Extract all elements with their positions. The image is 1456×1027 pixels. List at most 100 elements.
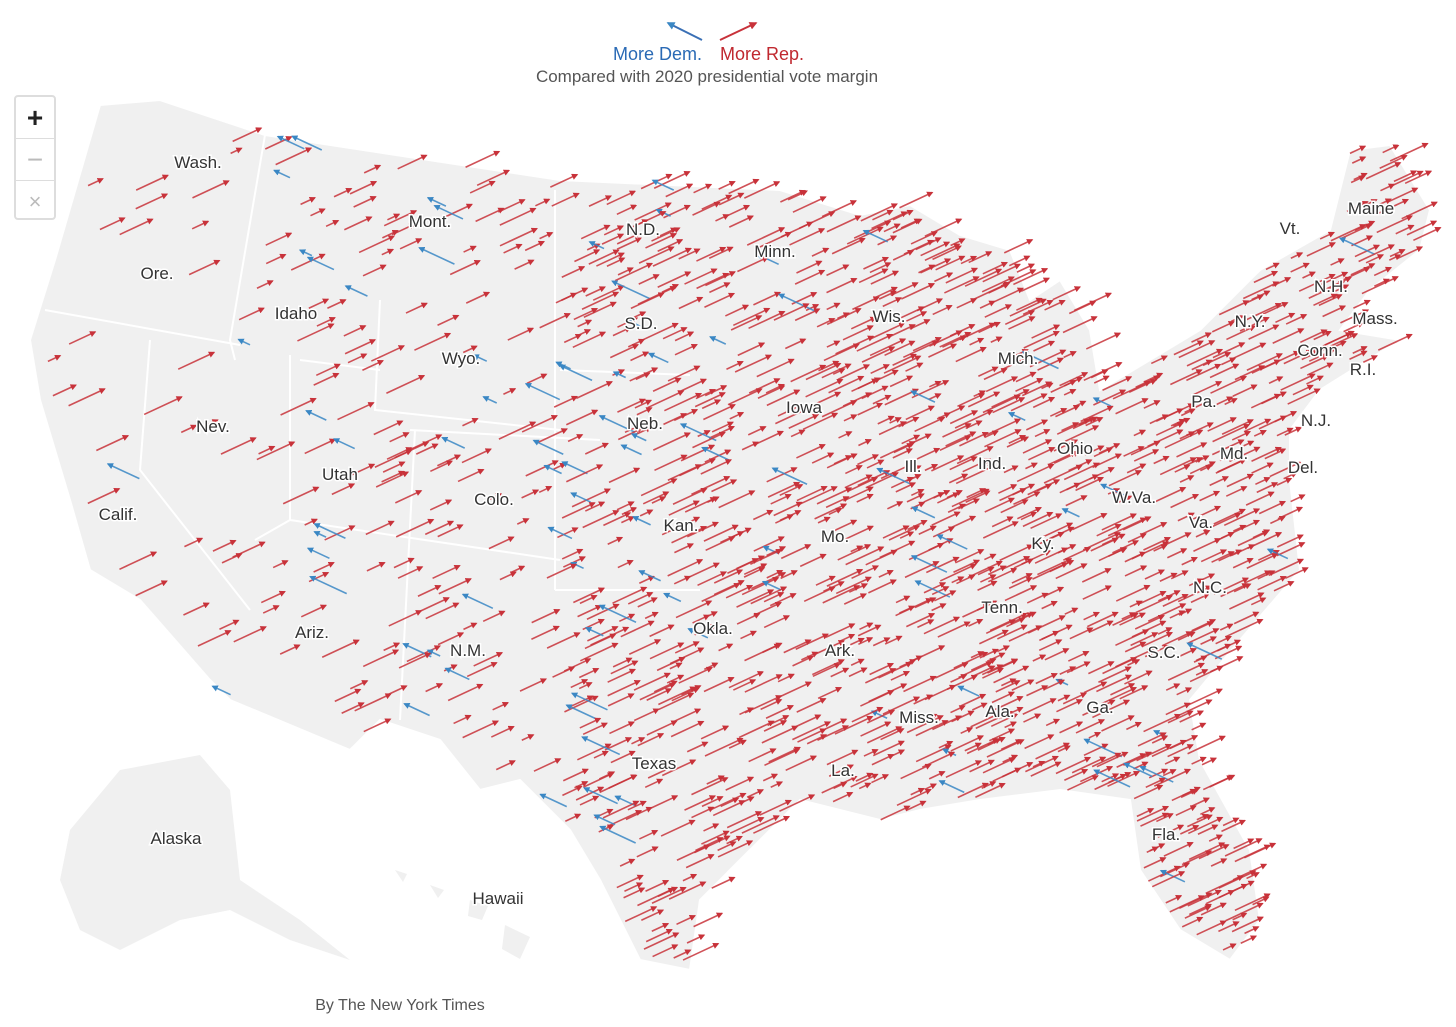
state-label: Va.	[1189, 513, 1213, 532]
shift-arrow	[1180, 408, 1196, 417]
shift-arrow	[889, 417, 902, 424]
shift-arrow	[828, 507, 843, 516]
shift-arrow	[1061, 508, 1080, 518]
shift-arrow	[860, 203, 898, 222]
shift-arrow	[1035, 522, 1074, 541]
shift-arrow	[825, 496, 850, 509]
shift-arrow	[954, 409, 994, 429]
state-label: Ohio	[1057, 439, 1093, 458]
shift-arrow	[499, 227, 538, 247]
shift-arrow	[1036, 483, 1053, 492]
shift-arrow	[1319, 276, 1352, 293]
shift-arrow	[381, 470, 406, 483]
shift-arrow	[1020, 277, 1050, 293]
shift-arrow	[715, 214, 730, 222]
shift-arrow	[1231, 430, 1252, 441]
shift-arrow	[869, 262, 892, 274]
shift-arrow	[313, 523, 346, 539]
shift-arrow	[790, 429, 806, 438]
shift-arrow	[397, 154, 428, 170]
zoom-out[interactable]: −	[16, 138, 54, 180]
shift-arrow	[674, 331, 695, 342]
shift-arrow	[256, 280, 274, 289]
shift-arrow	[730, 315, 763, 331]
shift-arrow	[636, 407, 653, 416]
state-label: Ore.	[140, 264, 173, 283]
shift-arrow	[931, 511, 961, 526]
shift-arrow	[1033, 340, 1056, 352]
shift-arrow	[632, 516, 651, 526]
shift-arrow	[1258, 415, 1287, 430]
shift-arrow	[1256, 482, 1279, 494]
shift-arrow	[645, 233, 678, 249]
shift-arrow	[945, 431, 977, 447]
shift-arrow	[201, 419, 219, 429]
reset[interactable]: ×	[16, 180, 54, 222]
shift-arrow	[47, 354, 62, 363]
shift-arrow	[389, 432, 410, 443]
shift-arrow	[639, 509, 654, 517]
shift-arrow	[796, 260, 823, 274]
shift-arrow	[1373, 278, 1390, 287]
shift-arrow	[1245, 491, 1275, 506]
shift-arrow	[1052, 286, 1082, 301]
shift-arrow	[308, 298, 330, 310]
shift-arrow	[918, 264, 936, 274]
shift-arrow	[313, 372, 340, 386]
state-label: Ky.	[1031, 534, 1054, 553]
shift-arrow	[557, 527, 579, 539]
shift-arrow	[1350, 263, 1376, 276]
shift-arrow	[817, 516, 831, 524]
shift-arrow	[1319, 333, 1359, 353]
shift-arrow	[1209, 476, 1229, 487]
shift-arrow	[577, 319, 593, 328]
shift-arrow	[711, 421, 734, 433]
shift-arrow	[1319, 231, 1335, 240]
shift-arrow	[647, 352, 669, 364]
shift-arrow	[1349, 145, 1367, 155]
shift-arrow	[429, 499, 453, 511]
shift-arrow	[635, 372, 651, 381]
shift-arrow	[1063, 462, 1101, 481]
shift-arrow	[1015, 378, 1044, 392]
shift-arrow	[905, 405, 935, 421]
shift-arrow	[1213, 508, 1246, 525]
shift-arrow	[935, 255, 966, 271]
shift-arrow	[1239, 316, 1270, 332]
shift-arrow	[343, 325, 367, 337]
shift-arrow	[280, 397, 317, 416]
shift-arrow	[538, 485, 553, 494]
shift-arrow	[437, 454, 462, 467]
shift-arrow	[1022, 439, 1053, 454]
shift-arrow	[1218, 300, 1250, 316]
shift-arrow	[580, 224, 611, 240]
shift-arrow	[1199, 490, 1221, 502]
shift-arrow	[551, 192, 580, 207]
shift-arrow	[571, 488, 611, 508]
shift-arrow	[603, 512, 632, 527]
shift-arrow	[441, 436, 466, 449]
shift-arrow	[1174, 464, 1191, 473]
shift-arrow	[684, 497, 717, 513]
shift-arrow	[725, 304, 750, 317]
shift-arrow	[1164, 429, 1204, 449]
shift-arrow	[789, 228, 826, 246]
shift-arrow	[991, 389, 1030, 408]
shift-arrow	[617, 267, 634, 276]
shift-arrow	[985, 376, 1019, 393]
shift-arrow	[784, 338, 807, 350]
shift-arrow	[536, 428, 568, 444]
shift-arrow	[906, 474, 922, 482]
shift-arrow	[1195, 455, 1210, 463]
state-label: Kan.	[664, 516, 699, 535]
shift-arrow	[1379, 154, 1408, 169]
shift-arrow	[694, 392, 726, 408]
shift-arrow	[852, 296, 880, 311]
shift-arrow	[837, 364, 871, 381]
shift-arrow	[766, 546, 787, 557]
shift-arrow	[437, 314, 460, 326]
shift-arrow	[1164, 403, 1195, 419]
shift-arrow	[924, 218, 963, 237]
state-label: Nev.	[196, 417, 230, 436]
zoom-in[interactable]: +	[26, 101, 44, 133]
